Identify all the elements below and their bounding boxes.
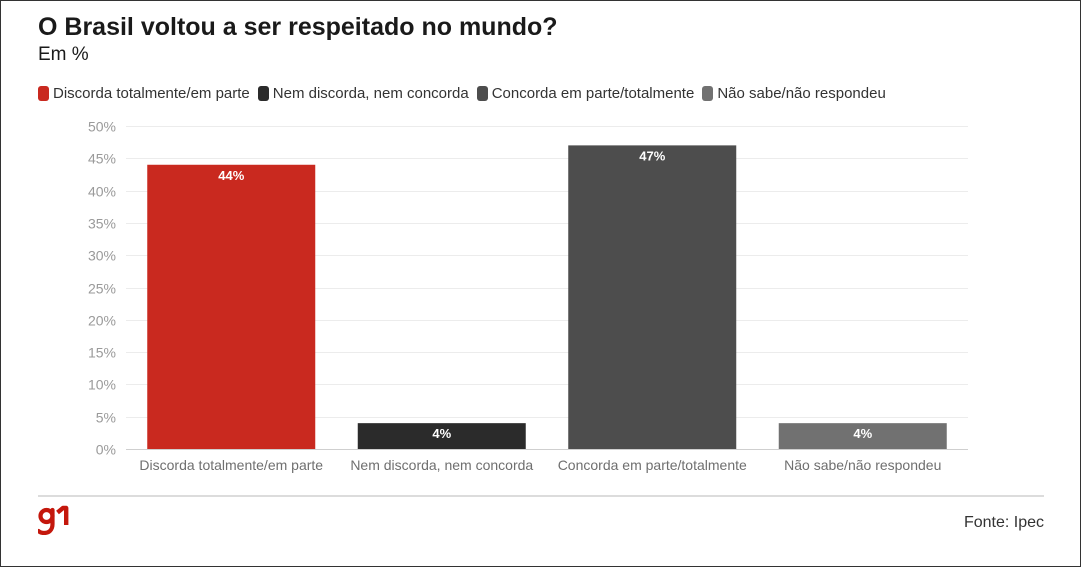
y-tick-label: 30% [88,248,116,264]
legend-label-discorda: Discorda totalmente/em parte [53,84,250,102]
chart-title: O Brasil voltou a ser respeitado no mund… [38,13,558,41]
y-tick-label: 40% [88,184,116,200]
data-label: 47% [639,148,665,163]
y-tick-label: 0% [96,442,116,458]
legend-item-discorda: Discorda totalmente/em parte [38,85,250,102]
data-label: 4% [853,426,872,441]
chart-subtitle: Em % [38,44,89,65]
legend-item-nao-sabe: Não sabe/não respondeu [702,84,886,102]
y-tick-label: 5% [96,410,116,426]
x-tick-label: Concorda em parte/totalmente [558,457,747,473]
y-tick-label: 10% [88,377,116,393]
bar [778,423,947,449]
x-tick-label: Nem discorda, nem concorda [350,457,533,473]
x-tick-label: Não sabe/não respondeu [784,457,941,473]
y-tick-label: 25% [88,281,116,297]
legend-label-concorda: Concorda em parte/totalmente [491,84,695,102]
x-tick-label: Discorda totalmente/em parte [139,457,323,473]
bar [357,423,526,449]
legend-swatch-nao-sabe [702,85,714,101]
data-label: 44% [218,168,244,183]
bar [147,164,316,449]
legend-item-nem: Nem discorda, nem concorda [257,84,469,102]
bar-chart: 0% 5% 10% 15% 20% 25% 30% 35% 40% 45% 50% 44% Discor… [88,119,968,473]
legend-swatch-concorda [476,85,488,101]
y-tick-label: 20% [88,313,116,329]
g1-logo [36,505,72,540]
footer-divider [38,495,1044,497]
y-tick-label: 45% [88,151,116,167]
y-tick-label: 15% [88,345,116,361]
data-label: 4% [432,426,451,441]
legend-swatch-nem [257,85,269,101]
y-tick-label: 50% [88,119,116,135]
legend-item-concorda: Concorda em parte/totalmente [476,84,695,102]
y-tick-label: 35% [88,216,116,232]
source-note: Fonte: Ipec [963,514,1044,531]
legend: Discorda totalmente/em parte Nem discord… [38,83,894,103]
legend-label-nem: Nem discorda, nem concorda [272,84,469,102]
bar [568,145,737,449]
legend-label-nao-sabe: Não sabe/não respondeu [717,84,886,102]
g1-logo-mark [36,505,69,536]
legend-swatch-discorda [38,85,49,101]
